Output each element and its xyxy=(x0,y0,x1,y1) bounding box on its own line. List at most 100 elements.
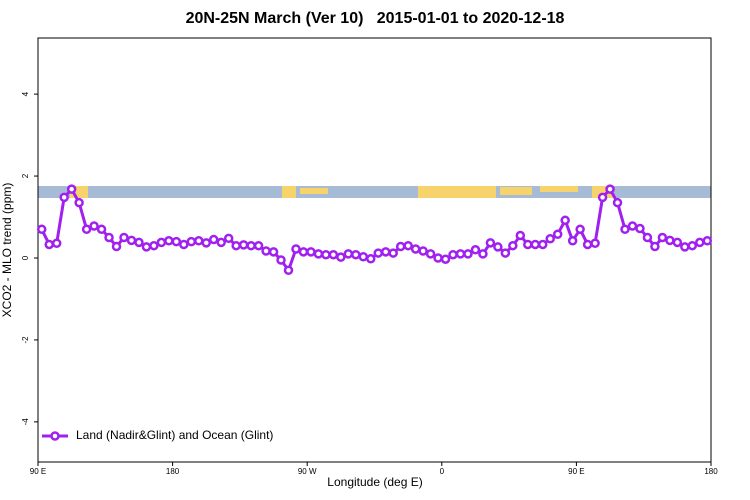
data-point xyxy=(657,232,668,243)
data-point xyxy=(328,249,339,260)
chart-title: 20N-25N March (Ver 10) 2015-01-01 to 202… xyxy=(186,10,565,27)
data-point xyxy=(605,184,615,194)
y-axis-label: XCO2 - MLO trend (ppm) xyxy=(0,183,14,318)
data-point xyxy=(366,254,376,264)
data-point xyxy=(560,215,570,226)
data-point xyxy=(567,236,578,246)
legend-marker xyxy=(50,431,60,441)
data-point xyxy=(582,239,593,250)
data-point xyxy=(313,249,324,259)
data-point xyxy=(642,232,653,243)
data-point xyxy=(44,239,54,250)
data-point xyxy=(216,237,226,248)
y-tick-label: 0 xyxy=(21,255,30,260)
y-tick-label: -4 xyxy=(21,418,30,426)
data-point xyxy=(164,236,174,246)
data-point xyxy=(410,244,421,254)
data-point xyxy=(246,240,256,251)
data-point xyxy=(104,232,114,243)
data-point xyxy=(425,249,436,259)
data-point xyxy=(358,252,369,262)
data-point xyxy=(463,249,473,259)
data-point xyxy=(111,241,122,252)
data-point xyxy=(590,238,600,248)
land-patch xyxy=(300,188,328,194)
data-point xyxy=(545,233,555,244)
data-point xyxy=(268,247,279,257)
data-point xyxy=(194,236,204,246)
data-point xyxy=(66,184,77,194)
data-point xyxy=(179,239,189,250)
data-point xyxy=(186,236,197,247)
data-point xyxy=(680,242,690,252)
data-point xyxy=(485,238,496,248)
data-point xyxy=(51,238,62,248)
data-point xyxy=(702,236,713,246)
data-point xyxy=(620,224,630,235)
data-point xyxy=(552,229,563,239)
data-point xyxy=(321,249,331,260)
x-tick-label: 180 xyxy=(166,467,180,476)
data-point xyxy=(261,246,271,256)
data-point xyxy=(433,253,443,263)
data-point xyxy=(343,249,354,259)
x-tick-label: 0 xyxy=(440,467,445,476)
data-point xyxy=(89,221,99,231)
data-point xyxy=(238,240,249,250)
data-point xyxy=(478,249,488,259)
data-point xyxy=(687,240,698,251)
data-point xyxy=(508,240,518,251)
data-point xyxy=(306,247,316,257)
data-point xyxy=(36,224,47,235)
data-point xyxy=(440,254,451,264)
data-point xyxy=(149,240,159,251)
data-point xyxy=(493,242,503,252)
data-point xyxy=(81,224,92,235)
data-point xyxy=(612,197,623,208)
land-patch xyxy=(540,186,578,192)
y-tick-label: -2 xyxy=(21,336,30,344)
data-point xyxy=(500,248,511,258)
land-patch xyxy=(418,186,496,198)
x-tick-label: 90 E xyxy=(30,467,46,476)
data-point xyxy=(141,242,152,252)
data-point xyxy=(276,255,286,265)
data-point xyxy=(695,237,705,248)
data-point xyxy=(283,265,294,276)
data-point xyxy=(672,237,683,248)
data-point xyxy=(538,239,548,250)
data-point xyxy=(119,232,129,243)
legend-label: Land (Nadir&Glint) and Ocean (Glint) xyxy=(76,428,273,442)
data-point xyxy=(448,249,458,260)
data-point xyxy=(96,224,107,235)
land-patch xyxy=(500,187,532,195)
data-point xyxy=(515,230,526,241)
x-axis-label: Longitude (deg E) xyxy=(327,475,422,489)
data-point xyxy=(223,233,234,244)
data-point xyxy=(627,221,638,231)
data-point xyxy=(336,252,346,262)
data-point xyxy=(134,237,144,248)
y-tick-label: 4 xyxy=(21,91,30,96)
land-patch xyxy=(282,186,296,198)
data-point xyxy=(575,224,585,235)
data-point xyxy=(253,240,264,251)
data-point xyxy=(470,245,481,255)
data-point xyxy=(126,235,137,246)
data-point xyxy=(388,248,398,258)
x-tick-label: 180 xyxy=(704,467,718,476)
x-tick-label: 90 W xyxy=(298,467,317,476)
y-tick-label: 2 xyxy=(21,173,30,178)
data-point xyxy=(403,240,413,251)
data-point xyxy=(665,235,675,246)
data-point xyxy=(597,192,608,203)
data-point xyxy=(380,247,391,257)
data-point xyxy=(650,241,660,252)
data-point xyxy=(395,241,406,252)
data-point xyxy=(523,239,533,250)
x-tick-label: 90 E xyxy=(568,467,584,476)
data-point xyxy=(351,249,361,260)
data-point xyxy=(231,240,241,251)
data-point xyxy=(156,237,167,248)
data-point xyxy=(635,223,645,234)
